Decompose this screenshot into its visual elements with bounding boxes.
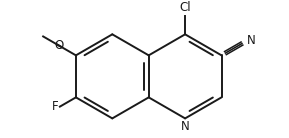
Text: N: N — [181, 120, 190, 133]
Text: O: O — [55, 39, 64, 52]
Text: Cl: Cl — [179, 1, 191, 14]
Text: N: N — [247, 34, 256, 47]
Text: F: F — [51, 100, 58, 113]
